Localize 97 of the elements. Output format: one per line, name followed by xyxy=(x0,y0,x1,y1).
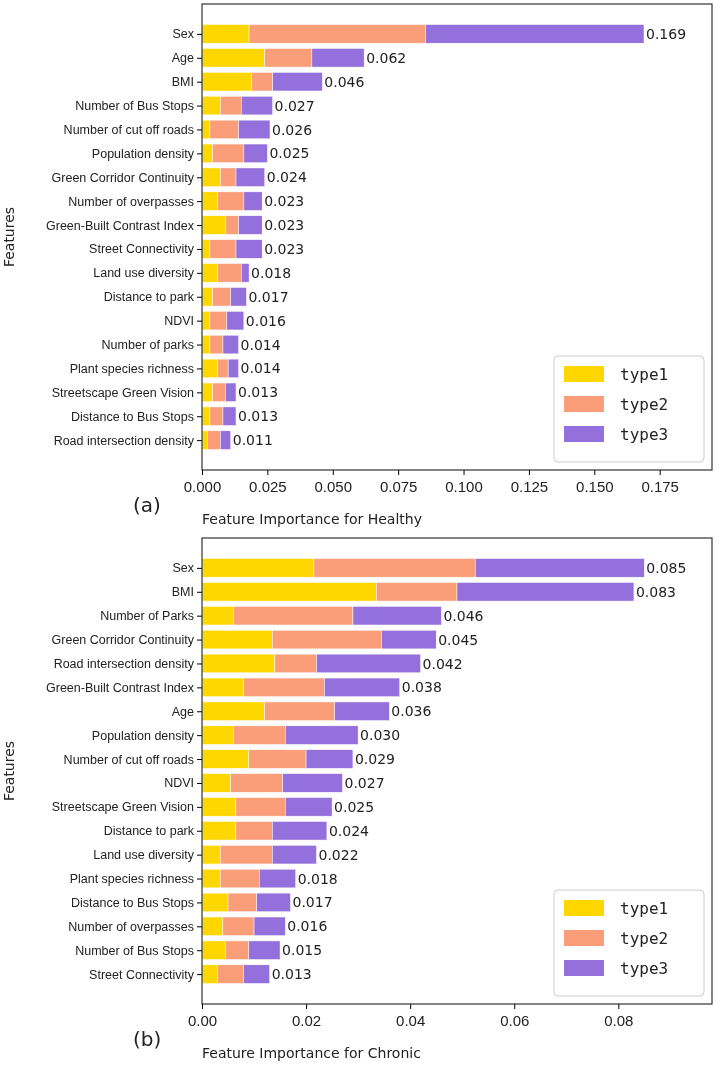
total-label: 0.016 xyxy=(287,918,328,935)
y-tick-label: Distance to Bus Stops xyxy=(71,409,194,424)
total-label: 0.023 xyxy=(264,240,305,257)
legend-label: type3 xyxy=(620,958,669,978)
y-tick-label: Street Connectivity xyxy=(89,967,195,982)
total-label: 0.024 xyxy=(328,822,370,839)
x-tick-label: 0.025 xyxy=(249,477,287,495)
y-tick-label: Land use diversity xyxy=(93,266,195,281)
y-tick-label: Age xyxy=(171,51,195,66)
x-tick-label: 0.04 xyxy=(396,1011,426,1029)
legend-label: type1 xyxy=(620,898,669,918)
x-tick-label: 0.150 xyxy=(576,477,614,495)
x-tick-label: 0.02 xyxy=(291,1011,322,1029)
y-tick-label: Land use diversity xyxy=(93,848,195,863)
y-tick-label: NDVI xyxy=(164,314,194,329)
total-label: 0.027 xyxy=(274,97,315,114)
y-tick-label: Road intersection density xyxy=(53,433,195,448)
total-label: 0.026 xyxy=(272,121,313,138)
y-axis-title: Features xyxy=(1,206,17,268)
total-label: 0.014 xyxy=(240,336,281,353)
total-label: 0.169 xyxy=(646,25,687,42)
total-label: 0.013 xyxy=(238,408,279,425)
total-label: 0.014 xyxy=(240,360,281,377)
y-tick-label: Distance to Bus Stops xyxy=(71,895,194,910)
x-tick-label: 0.050 xyxy=(314,477,353,495)
y-tick-label: Population density xyxy=(91,728,195,743)
total-label: 0.045 xyxy=(438,631,479,648)
text: (b) xyxy=(133,1027,162,1051)
x-tick-label: 0.000 xyxy=(183,477,222,495)
total-label: 0.025 xyxy=(334,798,375,815)
y-tick-label: Street Connectivity xyxy=(89,242,195,257)
total-label: 0.013 xyxy=(238,384,279,401)
x-tick-label: 0.08 xyxy=(604,1011,634,1029)
x-tick-label: 0.075 xyxy=(379,477,418,495)
y-tick-label: Road intersection density xyxy=(53,656,195,671)
legend-label: type3 xyxy=(620,424,669,444)
y-tick-label: Green Corridor Continuity xyxy=(51,633,195,648)
total-label: 0.046 xyxy=(443,607,484,624)
total-label: 0.025 xyxy=(269,145,310,162)
legend-label: type2 xyxy=(620,928,669,948)
total-label: 0.018 xyxy=(251,264,292,281)
total-label: 0.038 xyxy=(401,679,442,696)
y-tick-label: Distance to park xyxy=(103,824,195,839)
total-label: 0.016 xyxy=(245,312,287,329)
y-tick-label: Number of overpasses xyxy=(68,919,194,934)
y-tick-label: Number of Bus Stops xyxy=(75,99,194,114)
total-label: 0.015 xyxy=(282,942,323,959)
total-label: 0.011 xyxy=(232,432,273,449)
legend-label: type2 xyxy=(620,394,669,414)
x-axis-title: Feature Importance for Chronic xyxy=(202,1045,421,1061)
y-axis-title: Features xyxy=(1,740,17,802)
total-label: 0.023 xyxy=(264,217,305,234)
total-label: 0.027 xyxy=(344,774,385,791)
y-tick-label: Plant species richness xyxy=(69,361,194,376)
y-tick-label: Number of cut off roads xyxy=(63,122,194,137)
y-tick-label: Distance to park xyxy=(103,290,195,305)
x-tick-label: 0.175 xyxy=(641,477,679,495)
total-label: 0.013 xyxy=(271,966,312,983)
y-tick-label: Number of cut off roads xyxy=(63,752,194,767)
total-label: 0.022 xyxy=(318,846,359,863)
y-tick-label: Age xyxy=(171,704,195,719)
y-tick-label: NDVI xyxy=(164,776,194,791)
y-tick-label: Number of parks xyxy=(101,338,194,353)
total-label: 0.042 xyxy=(422,655,463,672)
y-tick-label: BMI xyxy=(171,75,194,90)
y-tick-label: Green-Built Contrast Index xyxy=(46,680,195,695)
y-tick-label: Sex xyxy=(172,561,195,576)
y-tick-label: BMI xyxy=(171,585,194,600)
total-label: 0.062 xyxy=(366,49,407,66)
total-label: 0.017 xyxy=(292,894,333,911)
x-tick-label: 0.125 xyxy=(510,477,549,495)
x-tick-label: 0.100 xyxy=(445,477,483,495)
y-tick-label: Sex xyxy=(172,27,195,42)
total-label: 0.018 xyxy=(297,870,338,887)
total-label: 0.085 xyxy=(646,559,687,576)
total-label: 0.036 xyxy=(391,703,432,720)
y-tick-label: Plant species richness xyxy=(69,872,194,887)
y-tick-label: Streetscape Green Vision xyxy=(51,385,195,400)
y-tick-label: Number of overpasses xyxy=(68,194,194,209)
x-axis-title: Feature Importance for Healthy xyxy=(202,511,422,527)
total-label: 0.046 xyxy=(324,73,365,90)
y-tick-label: Green-Built Contrast Index xyxy=(46,218,195,233)
legend-label: type1 xyxy=(620,364,669,384)
text: (a) xyxy=(133,493,161,517)
total-label: 0.024 xyxy=(266,169,307,186)
y-tick-label: Streetscape Green Vision xyxy=(51,800,195,815)
y-tick-label: Number of Bus Stops xyxy=(75,943,194,958)
y-tick-label: Number of Parks xyxy=(100,609,194,624)
x-tick-label: 0.00 xyxy=(187,1011,218,1029)
total-label: 0.029 xyxy=(354,751,396,768)
y-tick-label: Green Corridor Continuity xyxy=(51,170,195,185)
total-label: 0.023 xyxy=(264,193,305,210)
total-label: 0.017 xyxy=(248,288,289,305)
total-label: 0.030 xyxy=(360,727,401,744)
x-tick-label: 0.06 xyxy=(500,1011,530,1029)
y-tick-label: Population density xyxy=(91,146,195,161)
total-label: 0.083 xyxy=(635,583,677,600)
